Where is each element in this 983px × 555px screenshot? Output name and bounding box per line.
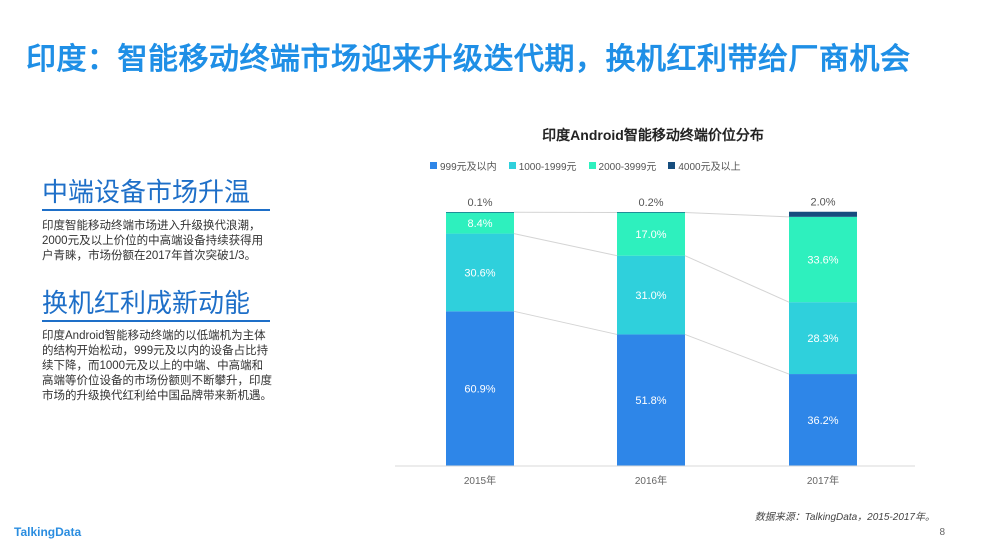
data-label: 8.4% (467, 218, 492, 230)
data-source: 数据来源：TalkingData，2015-2017年。 (754, 512, 935, 523)
data-label: 0.2% (638, 197, 663, 209)
data-label: 33.6% (807, 254, 838, 266)
data-label: 31.0% (635, 290, 666, 302)
bar-segment (617, 212, 685, 213)
legend-item-4: 4000元及以上 (668, 158, 741, 173)
section1-divider (42, 209, 270, 211)
section2-text: 印度Android智能移动终端的以低端机为主体的结构开始松动，999元及以内的设… (42, 330, 272, 402)
data-label: 30.6% (464, 267, 495, 279)
bar-segment (789, 374, 857, 466)
section1-text: 印度智能移动终端市场进入升级换代浪潮，2000元及以上价位的中高端设备持续获得用… (42, 220, 264, 262)
bar-segment (789, 211, 857, 217)
bar-segment (446, 212, 514, 213)
section2-heading: 换机红利成新动能 (42, 288, 251, 318)
bar-segment (617, 334, 685, 466)
x-tick-label: 2016年 (635, 474, 667, 487)
page-title: 印度：智能移动终端市场迎来升级迭代期，换机红利带给厂商机会 (26, 43, 911, 76)
page-number: 8 (939, 527, 945, 538)
legend-item-3: 2000-3999元 (588, 158, 657, 173)
connector-line (513, 233, 618, 257)
data-label: 2.0% (810, 197, 835, 209)
legend-label-2: 1000-1999元 (518, 162, 577, 173)
chart-legend: 999元及以内 1000-1999元 2000-3999元 4000元及以上 (430, 158, 741, 173)
x-tick-label: 2015年 (464, 474, 496, 487)
legend-swatch-1 (430, 162, 437, 169)
data-label: 17.0% (635, 229, 666, 241)
bar-segment (446, 212, 514, 234)
bar-segment (446, 233, 514, 312)
legend-label-3: 2000-3999元 (598, 162, 657, 173)
connector-line (513, 310, 618, 335)
bar-segment (789, 216, 857, 303)
data-label: 0.1% (467, 197, 492, 209)
bar-segment (617, 212, 685, 256)
legend-item-1: 999元及以内 (430, 158, 497, 173)
x-tick-label: 2017年 (807, 474, 839, 487)
legend-swatch-4 (668, 162, 676, 169)
bar-segment (789, 302, 857, 375)
data-label: 51.8% (635, 395, 666, 407)
connector-line (684, 333, 790, 375)
connector-line (684, 255, 790, 303)
legend-item-2: 1000-1999元 (508, 158, 577, 173)
bar-segment (617, 255, 685, 335)
data-label: 36.2% (807, 415, 838, 427)
connector-line (684, 212, 790, 218)
legend-label-1: 999元及以内 (440, 162, 497, 173)
section2-divider (42, 320, 270, 322)
legend-swatch-3 (588, 162, 596, 169)
data-label: 60.9% (464, 384, 495, 396)
chart-title: 印度Android智能移动终端价位分布 (542, 127, 764, 143)
brand-logo: TalkingData (14, 525, 82, 539)
bar-segment (446, 311, 514, 466)
section1-heading: 中端设备市场升温 (42, 177, 251, 207)
legend-swatch-2 (508, 162, 516, 169)
legend-label-4: 4000元及以上 (678, 162, 741, 173)
data-label: 28.3% (807, 333, 838, 345)
stacked-bar-chart: 60.9% 30.6% 8.4% 0.1% 51.8% 31.0% 17.0% 0.2% 36.… (395, 197, 915, 487)
